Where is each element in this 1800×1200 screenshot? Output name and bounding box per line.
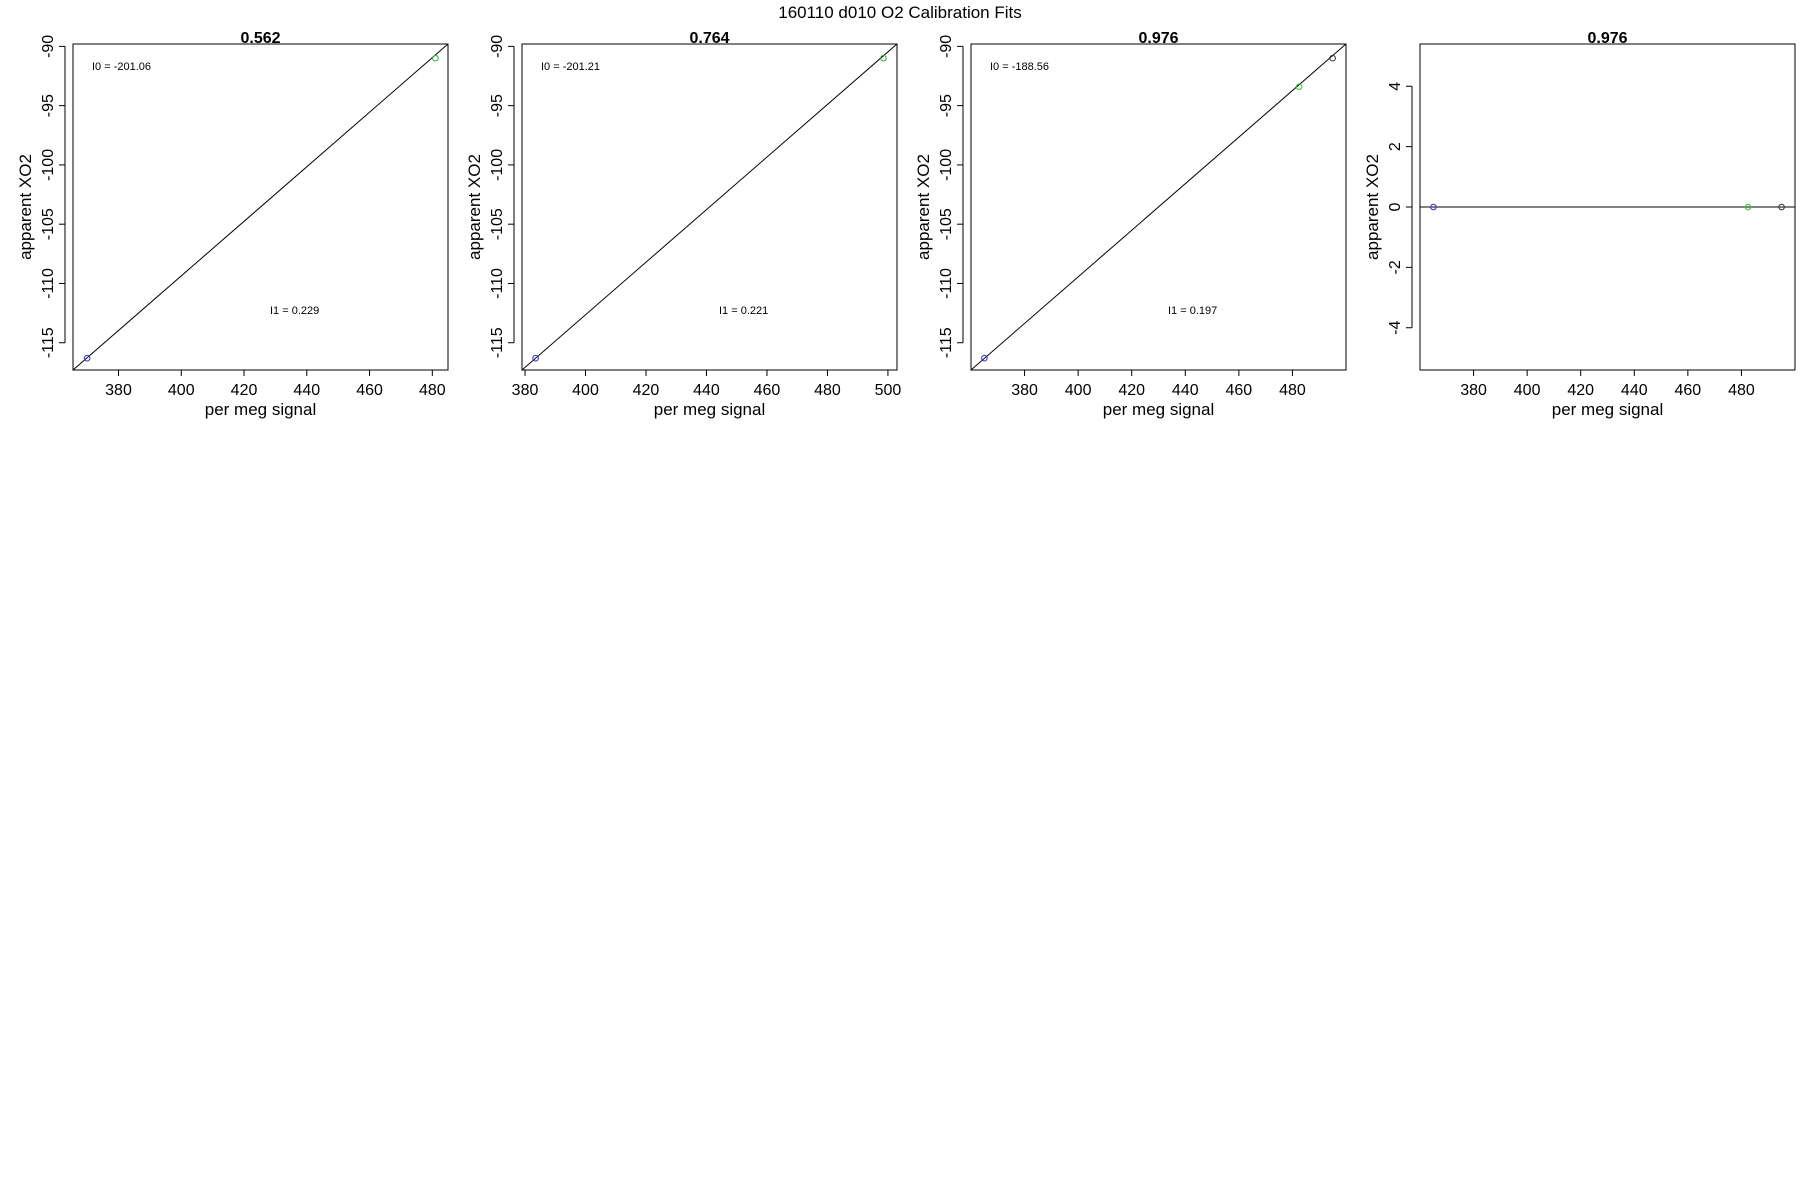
fit-annotation: I0 = -188.56 [990,61,1049,73]
y-tick-label: -115 [489,327,506,358]
x-tick-label: 420 [1567,382,1594,399]
data-point [1295,83,1303,90]
x-tick-label: 380 [512,382,539,399]
x-tick-label: 480 [1279,382,1306,399]
x-tick-label: 400 [1065,382,1092,399]
y-tick-label: -100 [40,149,57,181]
x-tick-label: 440 [693,382,720,399]
y-tick-label: -90 [938,35,955,58]
x-axis-label: per meg signal [1103,400,1215,419]
y-tick-label: -110 [938,268,955,299]
data-point [432,54,439,62]
x-tick-label: 400 [1514,382,1541,399]
data-point [83,354,91,362]
chart-panel-2: 0.764 380 400 420 440 460 480 500 per meg signal… [465,30,901,419]
data-point [1430,203,1437,211]
y-axis-label: apparent XO2 [16,154,35,260]
y-tick-label: -100 [938,149,955,181]
chart-panel-3: 0.976 380 400 420 440 460 480 per meg signal -11… [914,30,1347,419]
y-axis-label: apparent XO2 [1363,154,1382,260]
x-tick-label: 460 [356,382,383,399]
y-axis-label: apparent XO2 [914,154,933,260]
y-tick-label: 4 [1387,82,1404,91]
data-point [532,354,539,362]
fit-annotation: I1 = 0.229 [270,305,319,317]
data-point [1744,203,1752,211]
x-tick-label: 400 [572,382,599,399]
x-tick-label: 480 [814,382,841,399]
panel-title: 0.976 [1587,30,1627,47]
fit-line [522,44,897,370]
y-tick-label: -110 [489,268,506,299]
x-tick-label: 480 [1728,382,1755,399]
x-tick-label: 400 [168,382,195,399]
y-axis-label: apparent XO2 [465,154,484,260]
x-axis-label: per meg signal [205,400,317,419]
x-axis-label: per meg signal [654,400,766,419]
y-tick-label: -2 [1387,260,1404,274]
x-tick-label: 480 [419,382,446,399]
x-tick-label: 500 [875,382,902,399]
x-tick-label: 460 [1226,382,1253,399]
x-tick-label: 380 [105,382,132,399]
x-tick-label: 440 [1621,382,1648,399]
x-tick-label: 420 [633,382,660,399]
panel-title: 0.976 [1138,30,1178,47]
y-tick-label: -115 [938,327,955,358]
y-tick-label: 0 [1387,202,1404,211]
y-tick-label: -115 [40,327,57,358]
y-tick-label: -95 [40,94,57,117]
x-tick-label: 460 [754,382,781,399]
y-tick-label: -95 [489,94,506,117]
x-tick-label: 460 [1675,382,1702,399]
figure-title: 160110 d010 O2 Calibration Fits [778,3,1022,22]
y-tick-label: -95 [938,94,955,117]
chart-panel-1: 0.562 380 400 420 440 460 480 per meg signal -11… [16,30,449,419]
panel-title: 0.764 [689,30,729,47]
fit-annotation: I0 = -201.21 [541,61,600,73]
data-point [981,354,988,362]
panel-title: 0.562 [240,30,280,47]
fit-line [73,44,448,370]
y-tick-label: 2 [1387,142,1404,151]
x-tick-label: 420 [1118,382,1145,399]
data-point [1329,54,1336,62]
y-tick-label: -105 [40,208,57,240]
x-tick-label: 420 [231,382,258,399]
y-tick-label: -105 [489,208,506,240]
y-tick-label: -105 [938,208,955,240]
x-tick-label: 440 [293,382,320,399]
data-point [880,54,887,62]
fit-line [971,44,1346,370]
y-tick-label: -110 [40,268,57,299]
data-point [1778,203,1785,211]
fit-annotation: I1 = 0.221 [719,305,768,317]
y-tick-label: -90 [489,35,506,58]
y-tick-label: -100 [489,149,506,181]
fit-annotation: I0 = -201.06 [92,61,151,73]
y-tick-label: -4 [1387,321,1404,335]
x-tick-label: 440 [1172,382,1199,399]
y-tick-label: -90 [40,35,57,58]
x-axis-label: per meg signal [1552,400,1664,419]
fit-annotation: I1 = 0.197 [1168,305,1217,317]
x-tick-label: 380 [1460,382,1487,399]
x-tick-label: 380 [1011,382,1038,399]
